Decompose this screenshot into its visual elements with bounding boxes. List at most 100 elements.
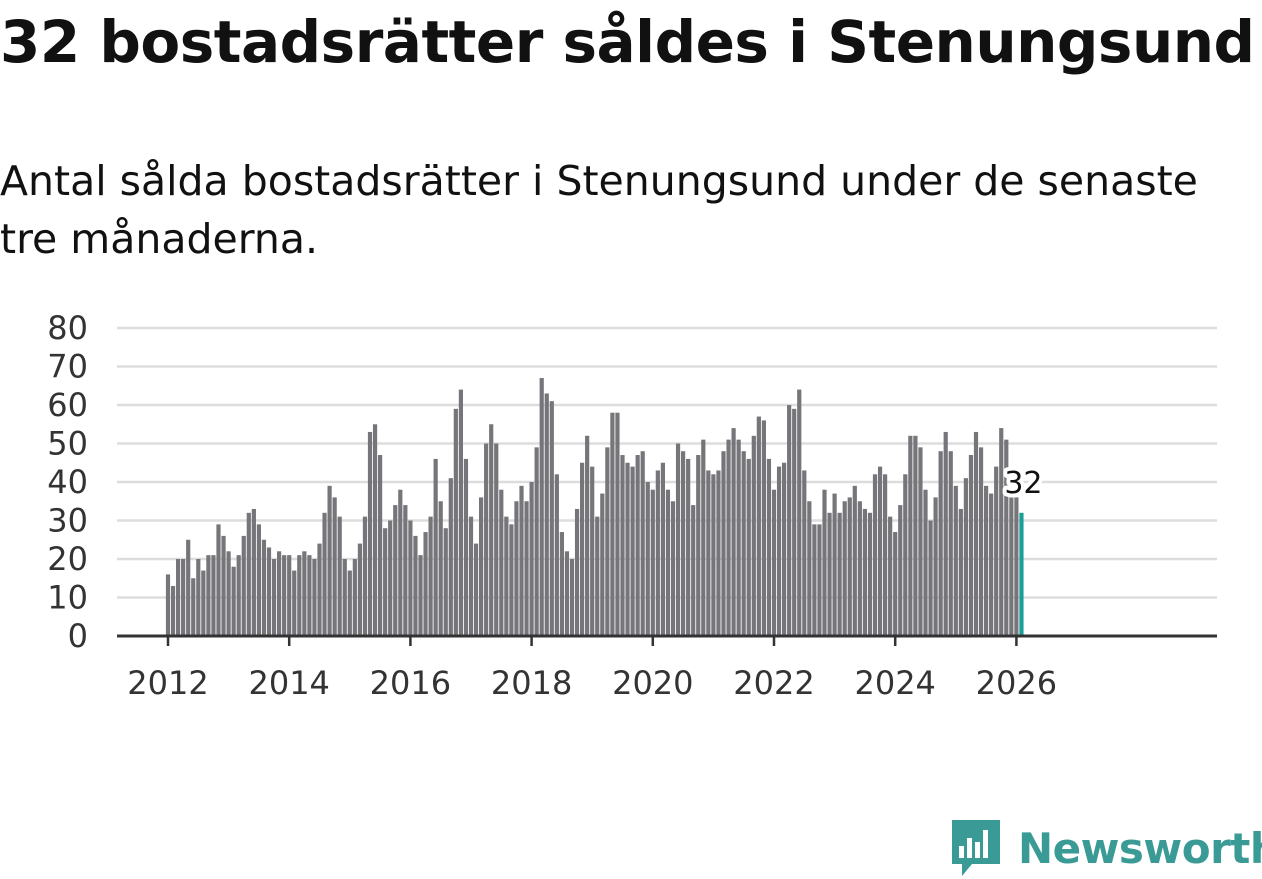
bar bbox=[655, 470, 660, 636]
bar bbox=[509, 524, 514, 636]
bar bbox=[574, 508, 580, 636]
bar bbox=[933, 497, 938, 636]
bar bbox=[564, 551, 570, 636]
bar bbox=[231, 566, 236, 636]
bar bbox=[686, 458, 691, 636]
y-tick-label: 20 bbox=[47, 540, 88, 578]
bar bbox=[479, 497, 484, 636]
bar bbox=[282, 555, 287, 636]
bar bbox=[489, 424, 494, 636]
y-tick-label: 70 bbox=[47, 348, 88, 386]
bar bbox=[383, 528, 388, 636]
bar bbox=[771, 489, 777, 636]
bar bbox=[372, 424, 378, 636]
chart-subtitle: Antal sålda bostadsrätter i Stenungsund … bbox=[0, 157, 1198, 263]
bar bbox=[938, 451, 943, 636]
bar bbox=[499, 489, 504, 636]
bar bbox=[347, 570, 352, 636]
bar-highlight bbox=[1019, 512, 1024, 636]
brand-name: Newsworthy bbox=[1018, 823, 1262, 873]
bar bbox=[297, 555, 302, 636]
bar bbox=[463, 458, 469, 636]
bar bbox=[443, 528, 448, 636]
bar bbox=[807, 501, 812, 636]
bar bbox=[302, 551, 307, 636]
bar bbox=[448, 478, 453, 636]
x-tick-label: 2024 bbox=[854, 664, 935, 702]
x-tick-label: 2014 bbox=[248, 664, 329, 702]
y-tick-label: 60 bbox=[47, 386, 88, 424]
bar bbox=[216, 524, 221, 636]
bar bbox=[665, 489, 671, 636]
bar bbox=[246, 512, 251, 636]
bar bbox=[872, 474, 878, 636]
bars bbox=[165, 378, 1024, 636]
bar bbox=[837, 512, 842, 636]
bar bbox=[973, 431, 979, 636]
bar bbox=[968, 455, 974, 636]
bar bbox=[393, 505, 398, 636]
y-tick-label: 0 bbox=[68, 617, 88, 655]
bar bbox=[534, 447, 539, 636]
bar bbox=[580, 462, 585, 636]
bar bbox=[862, 508, 867, 636]
bar bbox=[196, 559, 201, 636]
bar bbox=[761, 420, 766, 636]
bar bbox=[898, 505, 903, 636]
bar bbox=[468, 516, 474, 636]
bar bbox=[827, 512, 832, 636]
bar bbox=[453, 408, 458, 636]
bar bbox=[261, 539, 267, 636]
x-tick-label: 2012 bbox=[127, 664, 208, 702]
bar bbox=[776, 466, 782, 636]
bar bbox=[711, 474, 716, 636]
bar bbox=[221, 535, 226, 636]
bar bbox=[670, 501, 676, 636]
bar bbox=[867, 512, 873, 636]
bar bbox=[241, 535, 246, 636]
newsworthy-logo-icon bbox=[952, 820, 1000, 876]
bar bbox=[817, 524, 822, 636]
bar bbox=[332, 497, 337, 636]
bar bbox=[458, 389, 463, 636]
bar bbox=[388, 520, 393, 636]
bar bbox=[398, 489, 403, 636]
bar bbox=[640, 451, 645, 636]
bar bbox=[650, 489, 655, 636]
bar bbox=[948, 451, 953, 636]
bar bbox=[706, 470, 711, 636]
bar bbox=[726, 439, 731, 636]
bar bbox=[514, 501, 519, 636]
bar bbox=[847, 497, 852, 636]
bar bbox=[802, 470, 807, 636]
bar bbox=[595, 516, 600, 636]
bar bbox=[170, 585, 176, 636]
bar bbox=[494, 443, 499, 636]
bar bbox=[746, 458, 751, 636]
bar bbox=[408, 520, 413, 636]
bar bbox=[186, 539, 191, 636]
bar bbox=[691, 505, 696, 636]
bar bbox=[999, 428, 1004, 636]
bar bbox=[832, 493, 837, 636]
y-tick-label: 10 bbox=[47, 579, 88, 617]
bar bbox=[378, 455, 383, 636]
bar bbox=[590, 466, 595, 636]
bar bbox=[994, 466, 999, 636]
bar bbox=[660, 462, 665, 636]
page-title: 32 bostadsrätter såldes i Stenungsund bbox=[0, 8, 1255, 76]
brand: Newsworthy bbox=[950, 818, 1262, 878]
bar bbox=[367, 431, 373, 636]
bar bbox=[963, 478, 968, 636]
bar bbox=[418, 555, 423, 636]
bar bbox=[191, 578, 196, 636]
bar bbox=[903, 474, 908, 636]
bar bbox=[519, 485, 524, 636]
bar bbox=[201, 570, 206, 636]
bar bbox=[176, 559, 181, 636]
bar bbox=[681, 451, 686, 636]
x-tick-label: 2026 bbox=[976, 664, 1057, 702]
bar bbox=[958, 508, 963, 636]
bar bbox=[600, 493, 605, 636]
